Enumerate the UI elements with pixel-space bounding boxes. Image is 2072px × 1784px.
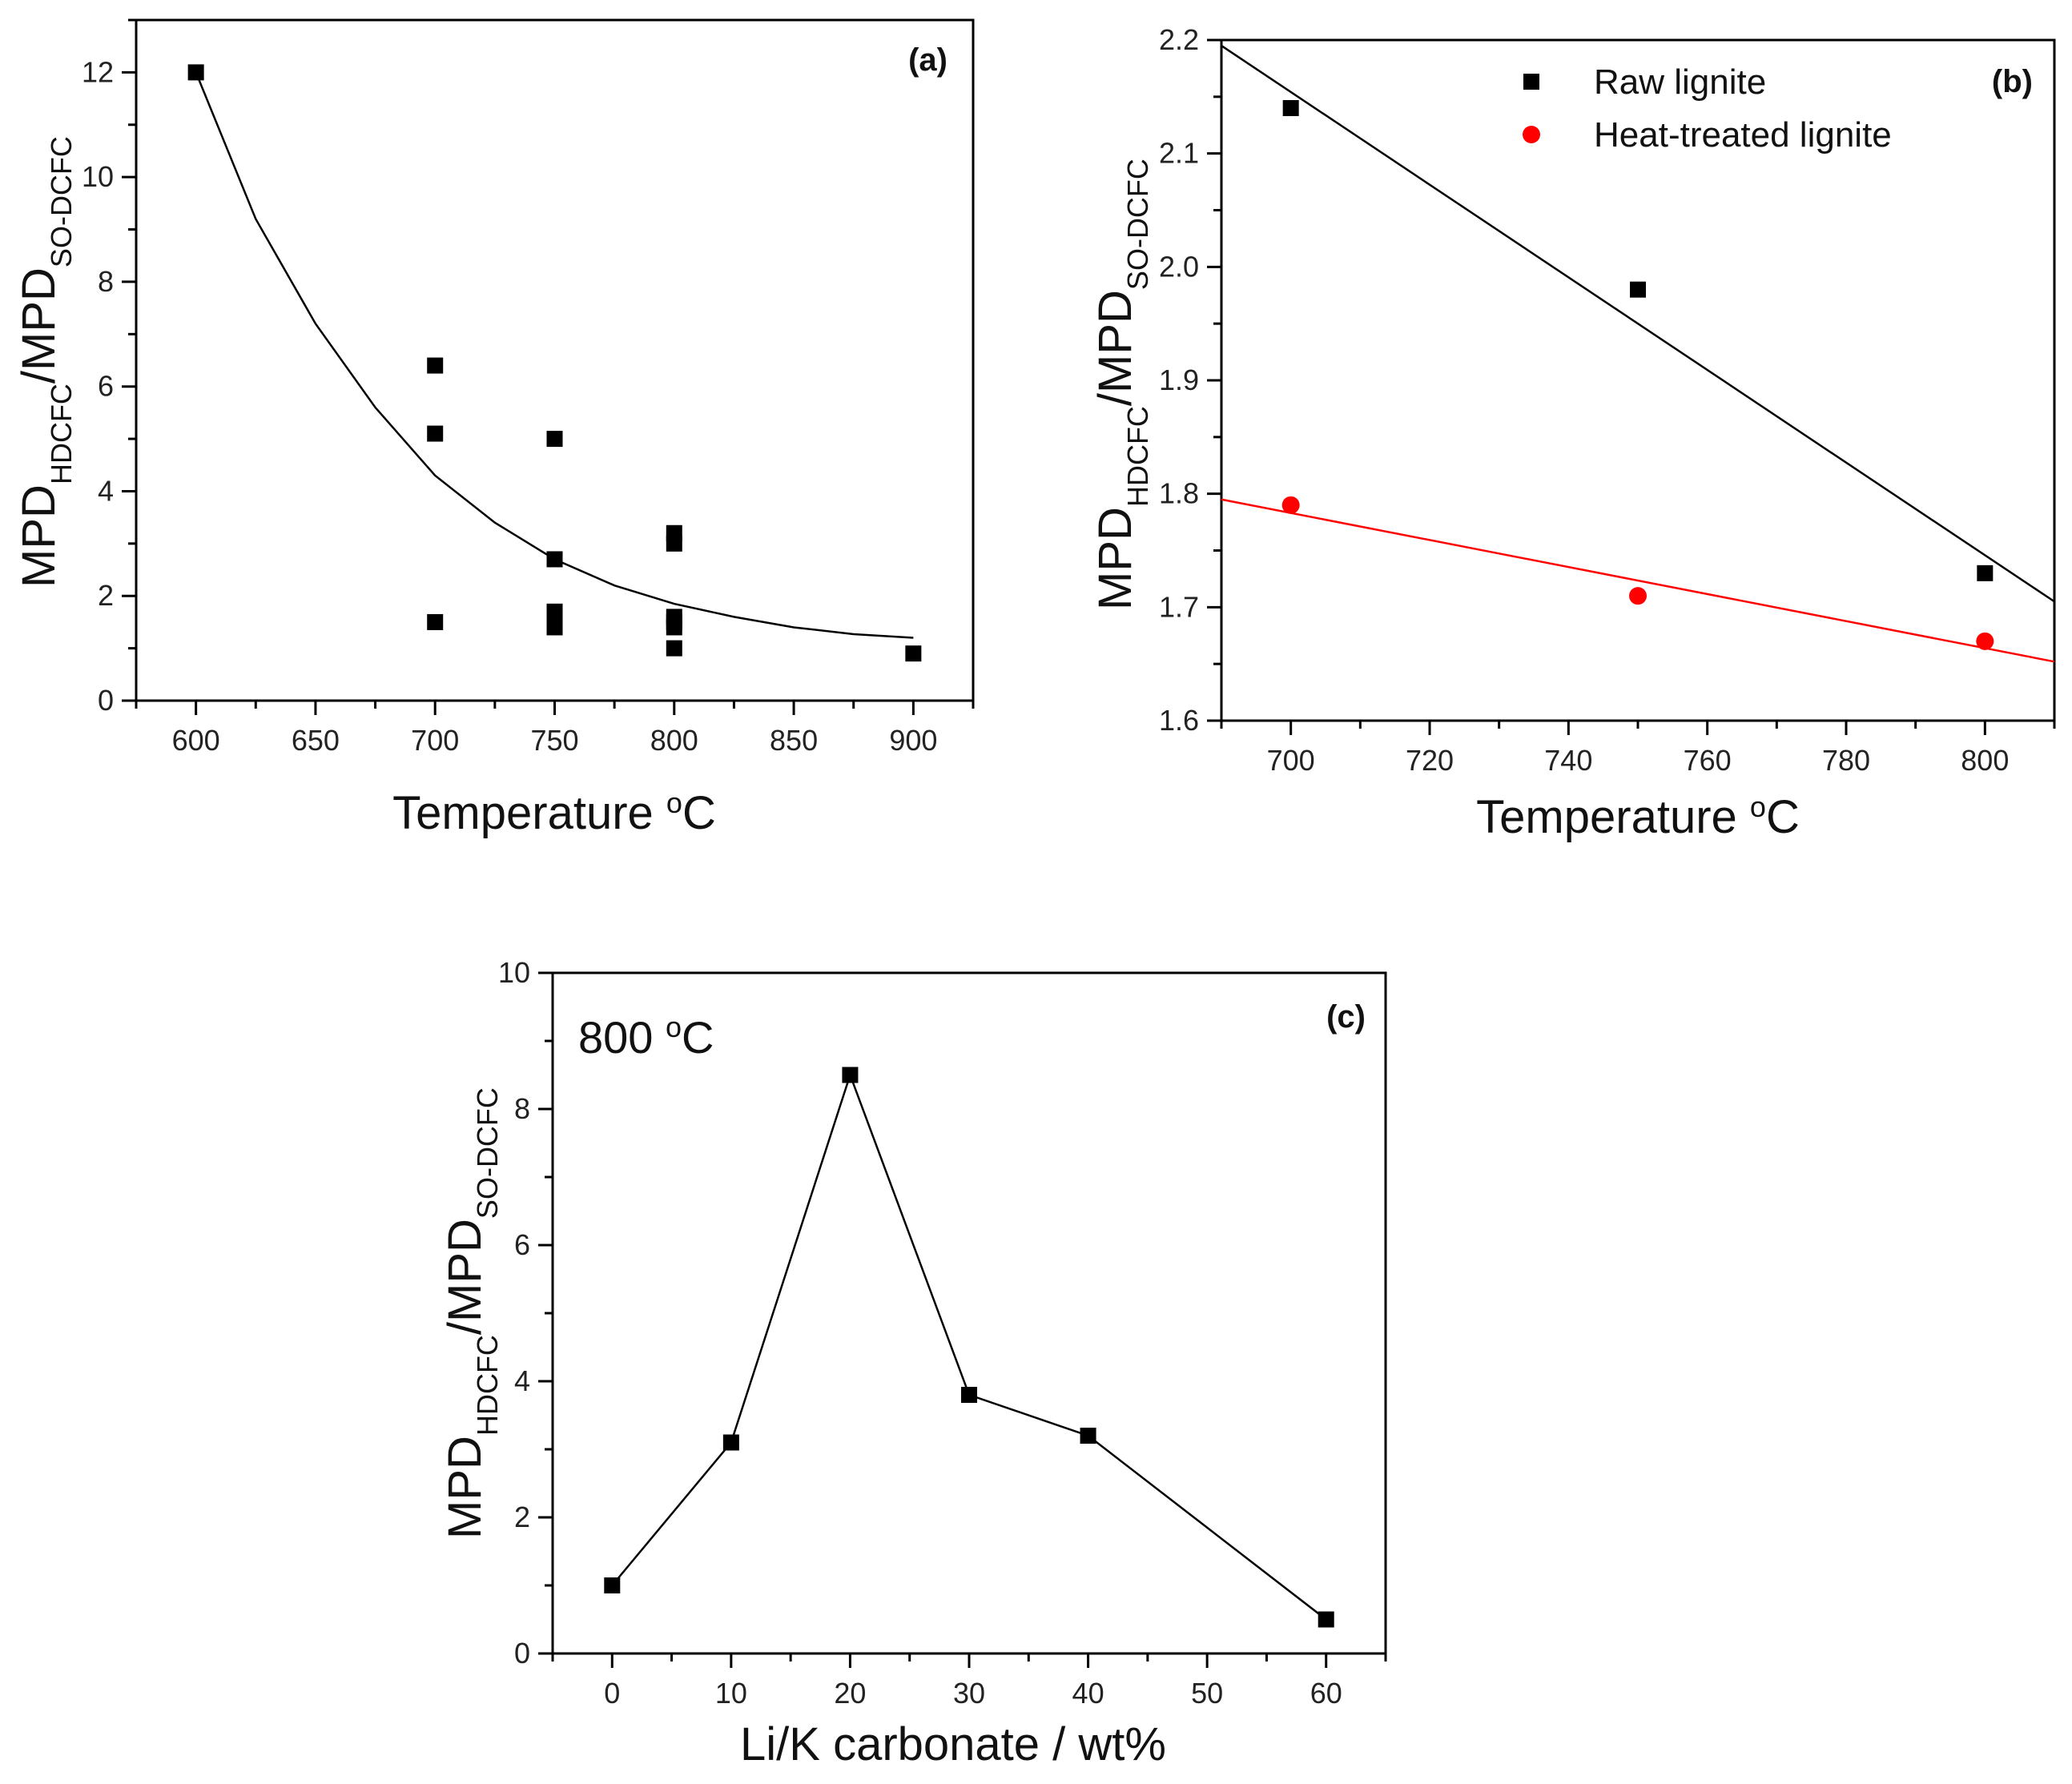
x-tick-label: 760 [1684, 744, 1732, 777]
chart-b-y-ticks: 1.6 1.7 1.8 1.9 2.0 2.1 2.2 [1159, 23, 1221, 737]
series-line [611, 1071, 1327, 1621]
chart-b-y-axis-title: MPDHDCFC/MPDSO-DCFC [1089, 159, 1154, 610]
chart-c-y-axis-title: MPDHDCFC/MPDSO-DCFC [439, 1087, 504, 1539]
chart-c-x-ticks: 0 10 20 30 40 50 60 [551, 1653, 1387, 1710]
chart-b: 700 720 740 760 780 800 1.6 1.7 1.8 1.9 2.0 2.1 2.2… [1089, 23, 2056, 844]
data-point [1080, 1428, 1096, 1444]
y-tick-label: 0 [98, 684, 114, 717]
chart-c-y-ticks: 0 2 4 6 8 10 [498, 956, 553, 1669]
x-tick-label: 40 [1072, 1677, 1104, 1710]
x-tick-label: 740 [1544, 744, 1592, 777]
y-tick-label: 2.1 [1159, 137, 1199, 170]
data-point [905, 645, 922, 662]
fit-line [1221, 498, 2055, 663]
y-tick-label: 2 [514, 1501, 530, 1533]
data-point [1318, 1611, 1334, 1628]
data-point [1976, 632, 1994, 650]
x-tick-label: 60 [1310, 1677, 1342, 1710]
chart-b-series [1221, 45, 2055, 663]
x-tick-label: 30 [953, 1677, 985, 1710]
y-tick-label: 4 [98, 474, 114, 507]
x-tick-label: 650 [292, 724, 340, 757]
x-tick-label: 10 [715, 1677, 747, 1710]
data-point [666, 640, 682, 657]
data-point [842, 1067, 859, 1083]
fit-line [195, 71, 914, 639]
chart-a-series [187, 64, 922, 662]
x-tick-label: 800 [1961, 744, 2009, 777]
y-tick-label: 0 [514, 1637, 530, 1669]
x-tick-label: 0 [604, 1677, 620, 1710]
chart-b-panel-label: (b) [1992, 64, 2033, 99]
x-tick-label: 800 [650, 724, 698, 757]
data-point [666, 619, 682, 636]
chart-a-panel-label: (a) [908, 42, 947, 78]
data-point [546, 619, 563, 636]
data-point [722, 1434, 739, 1451]
data-point [427, 425, 444, 442]
y-tick-label: 1.7 [1159, 590, 1199, 623]
data-point [1977, 565, 1994, 581]
x-tick-label: 700 [1267, 744, 1315, 777]
data-point [427, 357, 444, 374]
legend-label-raw-lignite: Raw lignite [1594, 62, 1766, 102]
x-tick-label: 750 [530, 724, 578, 757]
y-tick-label: 2.0 [1159, 250, 1199, 283]
y-tick-label: 6 [98, 370, 114, 403]
y-tick-label: 12 [82, 55, 114, 88]
x-tick-label: 850 [770, 724, 818, 757]
data-point [961, 1387, 977, 1403]
x-tick-label: 600 [172, 724, 220, 757]
chart-c: 0 10 20 30 40 50 60 0 2 4 6 8 10 (c) 800 oC Li/K ca… [439, 956, 1387, 1770]
chart-a-x-axis-title: Temperature oC [392, 786, 716, 840]
chart-a-plot-frame [135, 18, 975, 702]
y-tick-label: 2.2 [1159, 23, 1199, 56]
chart-c-plot-frame [551, 971, 1387, 1655]
data-point [546, 603, 563, 620]
y-tick-label: 8 [98, 265, 114, 298]
chart-a-y-axis-title: MPDHDCFC/MPDSO-DCFC [13, 136, 78, 588]
chart-b-x-axis-title: Temperature oC [1476, 790, 1800, 844]
chart-b-legend: Raw lignite Heat-treated lignite [1523, 62, 1892, 155]
data-point [666, 535, 682, 552]
y-tick-label: 8 [514, 1092, 530, 1125]
x-tick-label: 20 [834, 1677, 866, 1710]
x-tick-label: 720 [1406, 744, 1454, 777]
data-point [1630, 281, 1646, 298]
x-tick-label: 50 [1191, 1677, 1223, 1710]
chart-b-x-ticks: 700 720 740 760 780 800 [1220, 721, 2056, 777]
data-point [1282, 100, 1299, 116]
x-tick-label: 900 [889, 724, 937, 757]
chart-c-panel-label: (c) [1326, 999, 1366, 1035]
y-tick-label: 6 [514, 1228, 530, 1261]
legend-marker-heat-treated-lignite [1523, 126, 1540, 143]
y-tick-label: 1.8 [1159, 477, 1199, 510]
fit-line [1221, 45, 2055, 603]
y-tick-label: 10 [498, 956, 530, 989]
chart-c-temperature-annotation: 800 oC [578, 1011, 714, 1063]
chart-c-series [604, 1067, 1334, 1628]
y-tick-label: 2 [98, 579, 114, 612]
data-point [1629, 587, 1647, 605]
data-point [427, 613, 444, 630]
data-point [1281, 496, 1300, 514]
x-tick-label: 780 [1822, 744, 1870, 777]
data-point [546, 431, 563, 448]
y-tick-label: 1.9 [1159, 364, 1199, 396]
legend-label-heat-treated-lignite: Heat-treated lignite [1594, 115, 1892, 155]
legend-marker-raw-lignite [1523, 74, 1539, 90]
x-tick-label: 700 [411, 724, 459, 757]
data-point [604, 1577, 621, 1593]
chart-a: 600 650 700 750 800 850 900 0 2 4 6 8 10 12 (a) Temp… [13, 18, 975, 840]
y-tick-label: 10 [82, 160, 114, 193]
y-tick-label: 4 [514, 1364, 530, 1397]
y-tick-label: 1.6 [1159, 704, 1199, 737]
chart-c-x-axis-title: Li/K carbonate / wt% [740, 1718, 1166, 1770]
chart-a-x-ticks: 600 650 700 750 800 850 900 [135, 701, 975, 757]
chart-a-y-ticks: 0 2 4 6 8 10 12 [82, 18, 136, 717]
